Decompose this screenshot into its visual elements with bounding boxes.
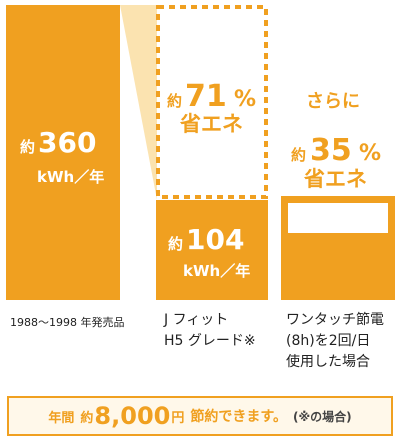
footer-amount: 8,000	[94, 402, 171, 430]
bar2-unit: kWh／年	[183, 262, 250, 280]
bar-onetouch-inner	[288, 203, 388, 233]
bar1-prefix: 約	[20, 138, 35, 156]
saving1-value: 71	[185, 79, 227, 114]
footer-note: (※の場合)	[292, 409, 352, 424]
saving2-label: 省エネ	[303, 167, 367, 191]
footer-approx: 約	[80, 410, 94, 426]
saving2-lead: さらに	[306, 91, 360, 112]
footer-yen: 円	[171, 410, 185, 426]
savings-banner: 年間 約 8,000 円 節約できます。 (※の場合)	[7, 396, 393, 436]
bar-old-model	[6, 5, 120, 300]
saving2-value: 35	[310, 133, 352, 168]
xlabel-jfit-line1: J フィット	[163, 312, 228, 328]
xlabel-onetouch-line1: ワンタッチ節電	[286, 311, 384, 328]
saving2-prefix: 約	[291, 146, 306, 164]
saving1-pct: %	[234, 87, 256, 112]
bar-jfit	[156, 200, 268, 300]
saving2-pct: %	[359, 141, 381, 166]
connector-wedge	[120, 5, 157, 200]
xlabel-jfit-line2: H5 グレード※	[164, 333, 256, 349]
xlabel-old-model: 1988～1998 年発売品	[10, 315, 125, 329]
saving1-prefix: 約	[167, 92, 182, 110]
footer-annual: 年間	[48, 410, 75, 426]
xlabel-onetouch-line3: 使用した場合	[286, 353, 370, 370]
bar2-prefix: 約	[168, 235, 183, 253]
bar1-unit: kWh／年	[37, 168, 104, 186]
saving1-label: 省エネ	[179, 112, 243, 136]
bar-dashed-outline	[156, 5, 268, 199]
footer-text: 節約できます。	[190, 409, 287, 425]
bar1-value: 360	[38, 126, 96, 159]
xlabel-onetouch-line2: (8h)を2回/日	[286, 333, 370, 349]
bar2-value: 104	[186, 223, 244, 256]
